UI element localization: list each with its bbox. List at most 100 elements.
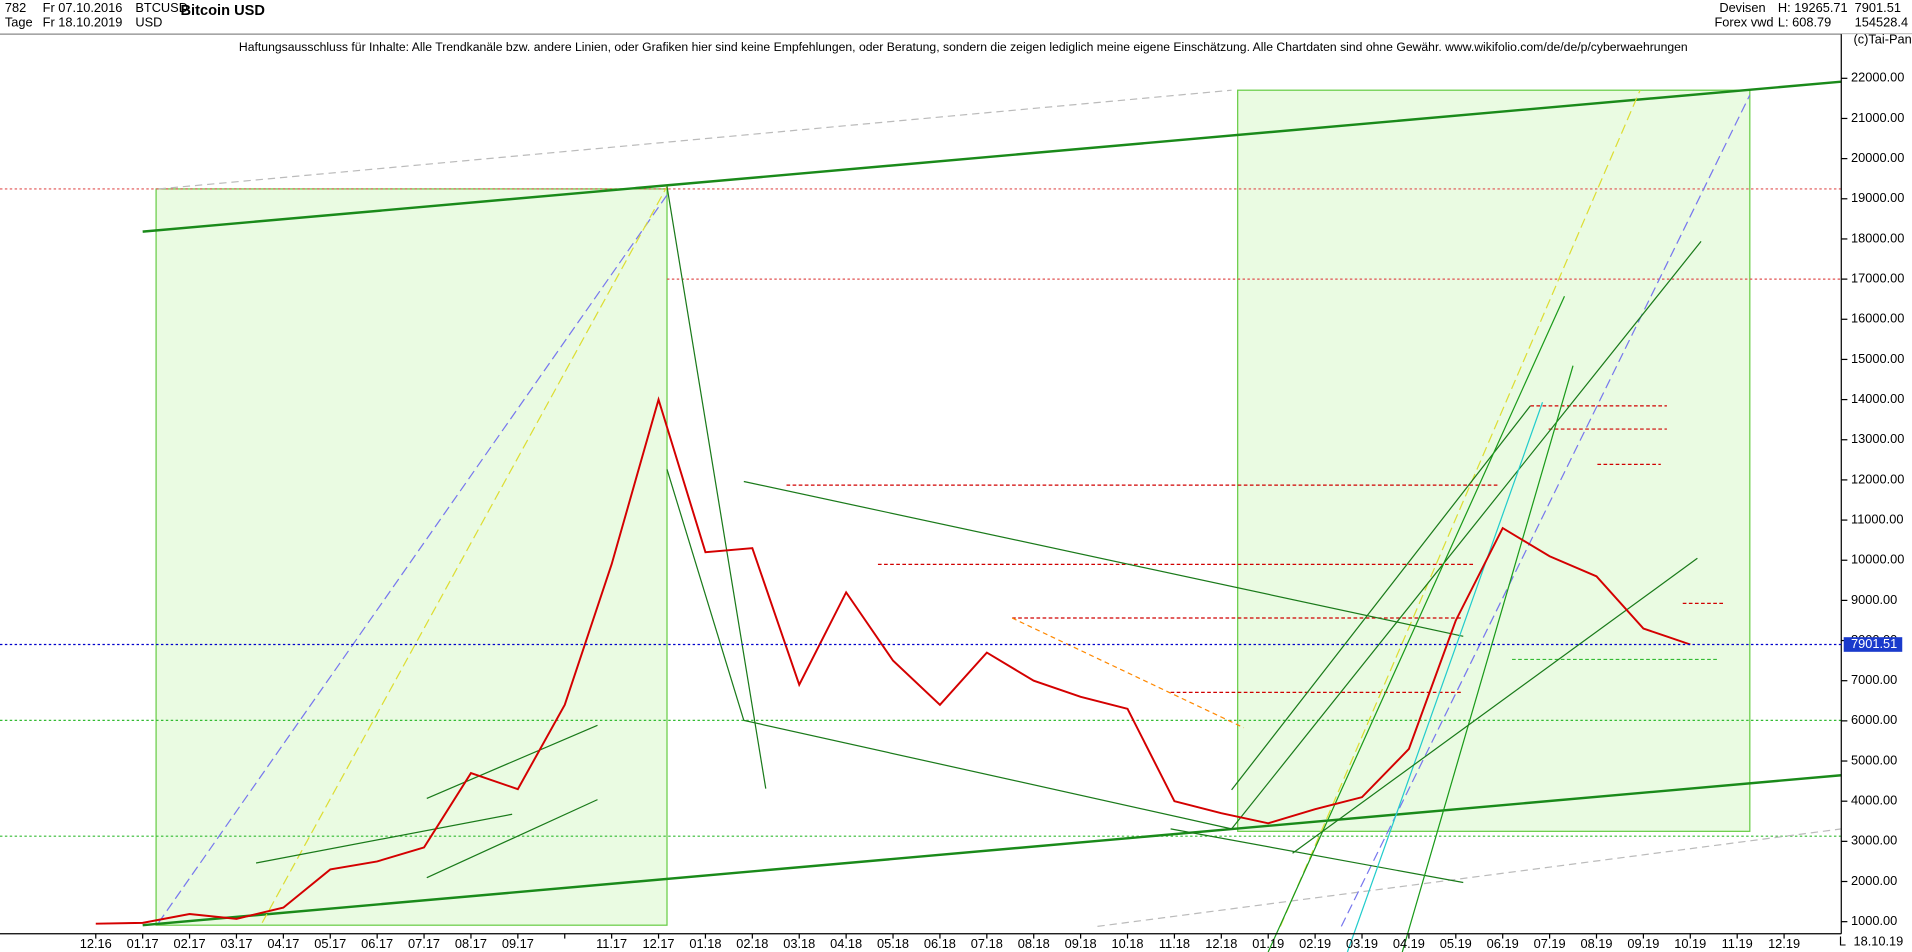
- x-tick-label: 03.19: [1346, 936, 1378, 951]
- trend: [1267, 295, 1566, 952]
- high: H: 19265.71: [1778, 0, 1848, 15]
- x-tick-label: 02.17: [174, 936, 206, 951]
- y-axis-panel: [1841, 34, 1912, 952]
- y-tick-label: 15000.00: [1851, 351, 1904, 366]
- x-tick-label: 06.18: [924, 936, 956, 951]
- x-tick-label: 11.19: [1722, 936, 1753, 951]
- trend: [1340, 94, 1751, 927]
- y-tick-label: 9000.00: [1851, 592, 1897, 607]
- market: Devisen: [1719, 0, 1765, 15]
- x-tick-label: 11.17: [596, 936, 627, 951]
- x-tick-label: 07.18: [971, 936, 1003, 951]
- x-tick-label: 05.17: [314, 936, 346, 951]
- trend: [743, 480, 1464, 637]
- zone: [1237, 89, 1751, 832]
- y-tick-label: 21000.00: [1851, 110, 1904, 125]
- y-tick-label: 1000.00: [1851, 913, 1897, 928]
- count: 782: [5, 0, 26, 15]
- x-tick-label: 08.18: [1018, 936, 1050, 951]
- symbol: BTCUSD: [135, 0, 188, 15]
- trend: [1401, 365, 1574, 952]
- y-tick-label: 17000.00: [1851, 270, 1904, 285]
- trend: [158, 89, 1232, 190]
- x-tick-label: 04.18: [830, 936, 862, 951]
- period: Tage: [5, 15, 33, 30]
- y-tick-label: 22000.00: [1851, 70, 1904, 85]
- disclaimer: Haftungsausschluss für Inhalte: Alle Tre…: [239, 40, 1688, 54]
- x-tick-label: 09.17: [502, 936, 534, 951]
- trend: [666, 186, 767, 789]
- last-price-box: [1843, 637, 1903, 652]
- y-tick-label: 10000.00: [1851, 552, 1904, 567]
- y-tick-label: 5000.00: [1851, 752, 1897, 767]
- x-tick-label: 05.18: [877, 936, 909, 951]
- y-tick-label: 4000.00: [1851, 793, 1897, 808]
- trend: [1231, 405, 1531, 791]
- title: Bitcoin USD: [180, 3, 265, 19]
- y-tick-label: 13000.00: [1851, 431, 1904, 446]
- trend: [1279, 89, 1641, 927]
- x-tick-label: 03.17: [220, 936, 252, 951]
- x-tick-label: 06.17: [361, 936, 393, 951]
- x-tick-label: 02.18: [736, 936, 768, 951]
- channel: [142, 80, 1842, 233]
- date-to: Fr 18.10.2019: [43, 15, 123, 30]
- x-tick-label: 07.17: [408, 936, 440, 951]
- x-tick-label: 01.19: [1252, 936, 1284, 951]
- x-tick-label: 12.16: [80, 936, 112, 951]
- x-tick-label: 04.17: [267, 936, 299, 951]
- y-tick-label: 3000.00: [1851, 833, 1897, 848]
- price-line: [95, 396, 1691, 925]
- trend: [261, 186, 668, 924]
- y-tick-label: 18000.00: [1851, 230, 1904, 245]
- y-tick-label: 12000.00: [1851, 471, 1904, 486]
- trend: [1011, 617, 1245, 729]
- x-tick-label: 12.19: [1768, 936, 1800, 951]
- trend: [1292, 557, 1698, 854]
- x-tick-label: 12.17: [643, 936, 675, 951]
- x-tick-label: 01.17: [127, 936, 159, 951]
- trend: [743, 719, 1232, 830]
- x-tick-label: 08.19: [1580, 936, 1612, 951]
- x-tick-label: 07.19: [1534, 936, 1566, 951]
- source: Forex vwd: [1714, 15, 1773, 30]
- last-price-label: 7901.51: [1851, 636, 1897, 651]
- x-tick-label: 09.19: [1627, 936, 1659, 951]
- trend: [158, 194, 668, 924]
- zone: [155, 188, 668, 926]
- x-tick-label: 04.19: [1393, 936, 1425, 951]
- low: L: 608.79: [1778, 15, 1831, 30]
- drawings: [0, 80, 1842, 952]
- trend: [1097, 828, 1842, 928]
- y-tick-label: 16000.00: [1851, 311, 1904, 326]
- x-tick-label: 02.19: [1299, 936, 1331, 951]
- y-tick-label: 2000.00: [1851, 873, 1897, 888]
- trend: [255, 813, 513, 864]
- scale-mode: L: [1839, 934, 1846, 949]
- date-from: Fr 07.10.2016: [43, 0, 123, 15]
- trend: [1346, 402, 1544, 952]
- y-tick-label: 11000.00: [1851, 511, 1903, 526]
- volume: 154528.4: [1855, 15, 1908, 30]
- trend: [426, 724, 598, 799]
- y-tick-label: 6000.00: [1851, 712, 1897, 727]
- x-tick-label: 12.18: [1205, 936, 1237, 951]
- trend: [1231, 240, 1702, 830]
- y-tick-label: 14000.00: [1851, 391, 1904, 406]
- x-tick-label: 11.18: [1159, 936, 1190, 951]
- x-tick-label: 03.18: [783, 936, 815, 951]
- y-tick-label: 19000.00: [1851, 190, 1904, 205]
- trend: [426, 799, 598, 879]
- x-tick-label: 10.19: [1674, 936, 1706, 951]
- x-tick-label: 10.18: [1112, 936, 1144, 951]
- last-price: 7901.51: [1855, 0, 1901, 15]
- x-tick-label: 01.18: [689, 936, 721, 951]
- trend: [666, 469, 745, 721]
- trend: [1170, 828, 1464, 884]
- copyright: (c)Tai-Pan: [1853, 32, 1911, 47]
- y-tick-label: 7000.00: [1851, 672, 1897, 687]
- end-date: 18.10.19: [1853, 934, 1903, 949]
- x-tick-label: 09.18: [1065, 936, 1097, 951]
